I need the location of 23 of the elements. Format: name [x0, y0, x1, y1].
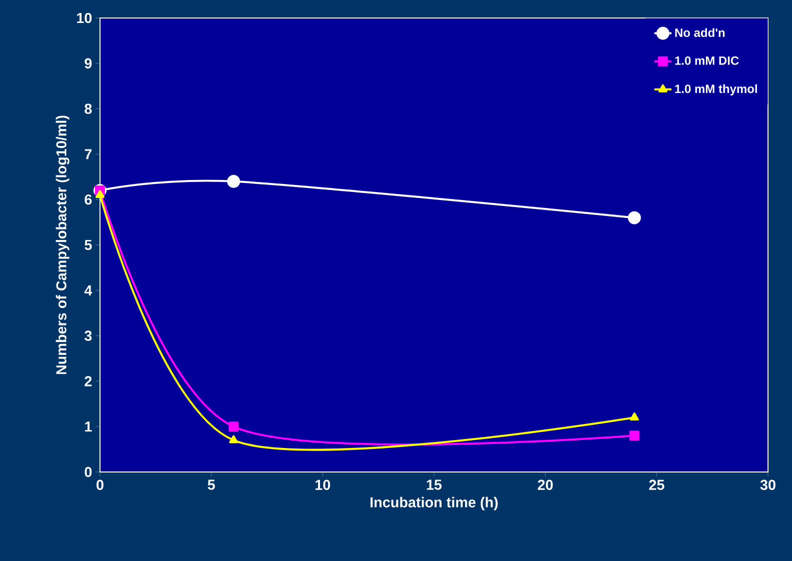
legend-label: No add'n — [675, 28, 725, 37]
x-tick-label: 25 — [649, 480, 664, 490]
y-tick-label: 7 — [84, 149, 92, 160]
x-tick-label: 20 — [538, 480, 553, 490]
x-tick-label: 10 — [316, 480, 330, 490]
x-tick-label: 5 — [208, 480, 215, 490]
x-tick-label: 0 — [96, 480, 104, 490]
x-tick-label: 15 — [426, 480, 442, 490]
x-tick-label: 30 — [760, 480, 776, 490]
y-tick-label: 8 — [84, 104, 92, 114]
y-axis-title: Numbers of Campylobacter (log10/ml) — [56, 116, 70, 374]
legend-label: 1.0 mM DIC — [675, 56, 739, 65]
y-tick-label: 2 — [84, 376, 92, 386]
y-tick-label: 4 — [84, 285, 92, 296]
y-tick-label: 5 — [84, 240, 92, 250]
y-tick-label: 1 — [85, 422, 92, 432]
y-tick-label: 3 — [84, 330, 92, 341]
y-tick-label: 6 — [84, 194, 92, 205]
y-tick-label: 0 — [84, 466, 92, 478]
legend-label: 1.0 mM thymol — [675, 84, 757, 96]
y-tick-label: 10 — [77, 12, 92, 24]
y-tick-label: 9 — [84, 58, 92, 68]
x-axis-title: Incubation time (h) — [370, 496, 498, 510]
